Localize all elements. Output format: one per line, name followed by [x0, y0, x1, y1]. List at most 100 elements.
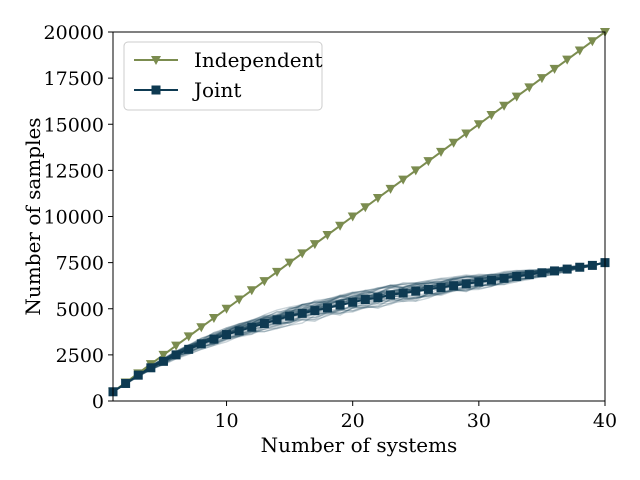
- run-line: [112, 261, 606, 393]
- data-point: [562, 264, 572, 274]
- data-point: [246, 286, 257, 296]
- run-line: [112, 261, 606, 393]
- run-line: [112, 261, 606, 393]
- run-line: [112, 261, 606, 393]
- data-point: [183, 332, 194, 342]
- data-point: [208, 313, 219, 323]
- data-point: [247, 322, 257, 332]
- data-point: [171, 341, 182, 351]
- run-line: [112, 261, 606, 393]
- data-point: [272, 315, 282, 325]
- data-point: [411, 286, 421, 296]
- data-point: [461, 279, 471, 289]
- data-point: [511, 92, 522, 102]
- run-line: [112, 261, 606, 393]
- data-point: [474, 277, 484, 287]
- data-point: [309, 240, 320, 250]
- data-point: [322, 303, 332, 313]
- data-point: [398, 288, 408, 298]
- series-layer: [108, 28, 610, 397]
- run-line: [112, 261, 606, 393]
- data-point: [536, 74, 547, 84]
- data-point: [386, 290, 396, 300]
- data-point: [587, 260, 597, 270]
- run-line: [112, 261, 606, 393]
- data-point: [133, 370, 143, 380]
- run-line: [112, 261, 606, 393]
- data-point: [385, 184, 396, 194]
- data-point: [562, 55, 573, 65]
- data-point: [259, 319, 269, 329]
- run-line: [112, 261, 606, 393]
- run-line: [112, 261, 606, 393]
- run-line: [112, 261, 606, 393]
- data-point: [272, 267, 282, 277]
- data-point: [221, 304, 232, 314]
- data-point: [259, 277, 270, 287]
- data-point: [234, 295, 245, 305]
- data-point: [196, 339, 206, 349]
- run-line: [112, 261, 606, 393]
- run-line: [112, 261, 606, 393]
- data-point: [449, 281, 459, 291]
- run-line: [112, 261, 606, 393]
- run-line: [112, 261, 606, 393]
- data-point: [297, 249, 308, 259]
- run-line: [112, 261, 606, 393]
- background-runs: [112, 261, 606, 393]
- x-tick-label: 40: [593, 410, 617, 432]
- x-tick-label: 10: [214, 410, 238, 432]
- data-point: [158, 356, 168, 366]
- data-point: [550, 266, 560, 276]
- x-tick-label: 30: [467, 410, 491, 432]
- data-point: [209, 334, 219, 344]
- data-point: [347, 212, 358, 222]
- run-line: [112, 261, 606, 393]
- data-point: [372, 194, 383, 204]
- data-point: [436, 283, 446, 293]
- data-point: [310, 306, 320, 316]
- run-line: [112, 261, 606, 393]
- x-axis-label: Number of systems: [261, 433, 458, 457]
- run-line: [112, 261, 606, 393]
- x-tick-label: 20: [341, 410, 365, 432]
- data-point: [537, 268, 547, 278]
- y-axis-ticks: 0 2500 5000 7500 10000 12500 15000 17500 20000: [44, 22, 113, 413]
- run-line: [112, 261, 606, 393]
- legend-marker: [151, 85, 161, 95]
- data-point: [423, 157, 434, 167]
- data-point: [335, 300, 345, 310]
- run-line: [112, 261, 606, 393]
- run-line: [112, 261, 606, 393]
- data-point: [360, 203, 371, 213]
- y-axis-label: Number of samples: [21, 117, 45, 315]
- y-tick-label: 2500: [56, 345, 104, 367]
- data-point: [158, 350, 169, 360]
- data-point: [121, 378, 131, 388]
- data-point: [373, 293, 383, 303]
- legend: Independent Joint: [123, 41, 323, 111]
- data-point: [410, 166, 421, 176]
- run-line: [112, 261, 606, 393]
- data-point: [499, 273, 509, 283]
- data-point: [423, 284, 433, 294]
- data-point: [473, 120, 484, 130]
- y-tick-label: 15000: [44, 114, 104, 136]
- data-point: [549, 64, 560, 74]
- y-tick-label: 17500: [44, 68, 104, 90]
- run-line: [112, 261, 606, 393]
- data-point: [486, 111, 497, 121]
- run-line: [112, 261, 606, 393]
- data-point: [171, 350, 181, 360]
- data-point: [285, 311, 295, 321]
- data-point: [297, 308, 307, 318]
- data-point: [575, 262, 585, 272]
- data-point: [398, 175, 409, 185]
- series-independent: [108, 28, 610, 397]
- run-line: [112, 261, 606, 393]
- data-point: [436, 147, 446, 157]
- y-tick-label: 5000: [56, 299, 104, 321]
- y-tick-label: 7500: [56, 253, 104, 275]
- data-point: [587, 37, 598, 47]
